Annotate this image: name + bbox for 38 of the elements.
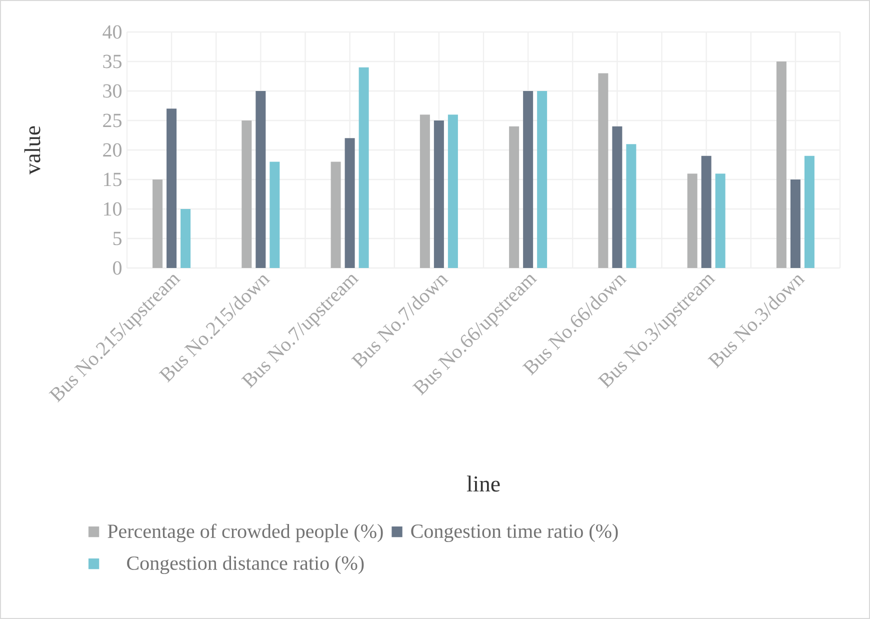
bar bbox=[152, 179, 163, 268]
bar bbox=[776, 61, 786, 268]
legend-label: Congestion time ratio (%) bbox=[411, 524, 618, 542]
y-tick-label: 15 bbox=[104, 172, 122, 186]
bar bbox=[598, 73, 608, 268]
bar bbox=[358, 67, 369, 268]
bar bbox=[523, 90, 534, 268]
y-tick-label: 5 bbox=[113, 232, 122, 246]
bar bbox=[420, 114, 430, 268]
y-tick-label: 10 bbox=[104, 202, 122, 216]
bar bbox=[715, 174, 726, 268]
bar bbox=[180, 208, 191, 268]
legend-label: Congestion distance ratio (%) bbox=[127, 556, 364, 574]
bar bbox=[434, 120, 444, 268]
bar bbox=[687, 174, 698, 268]
bar bbox=[166, 108, 177, 268]
bar bbox=[701, 156, 712, 268]
bar bbox=[270, 162, 280, 268]
bar bbox=[790, 179, 800, 268]
legend-label: Percentage of crowded people (%) bbox=[108, 524, 383, 542]
y-tick-label: 25 bbox=[103, 114, 122, 128]
y-tick-label: 30 bbox=[103, 84, 122, 98]
y-tick-label: 0 bbox=[113, 261, 122, 275]
bar bbox=[242, 120, 252, 268]
bar bbox=[509, 126, 520, 268]
x-axis-title: line bbox=[466, 476, 500, 492]
bar bbox=[256, 90, 266, 268]
y-tick-label: 40 bbox=[102, 25, 122, 39]
bar bbox=[448, 114, 458, 268]
bar bbox=[626, 144, 636, 268]
y-tick-label: 20 bbox=[103, 143, 122, 157]
bar bbox=[330, 162, 341, 268]
bar bbox=[344, 138, 355, 268]
bar bbox=[804, 156, 814, 268]
y-axis-title: value bbox=[24, 126, 40, 175]
bar bbox=[612, 126, 622, 268]
bar bbox=[537, 90, 548, 268]
y-tick-label: 35 bbox=[103, 54, 122, 68]
